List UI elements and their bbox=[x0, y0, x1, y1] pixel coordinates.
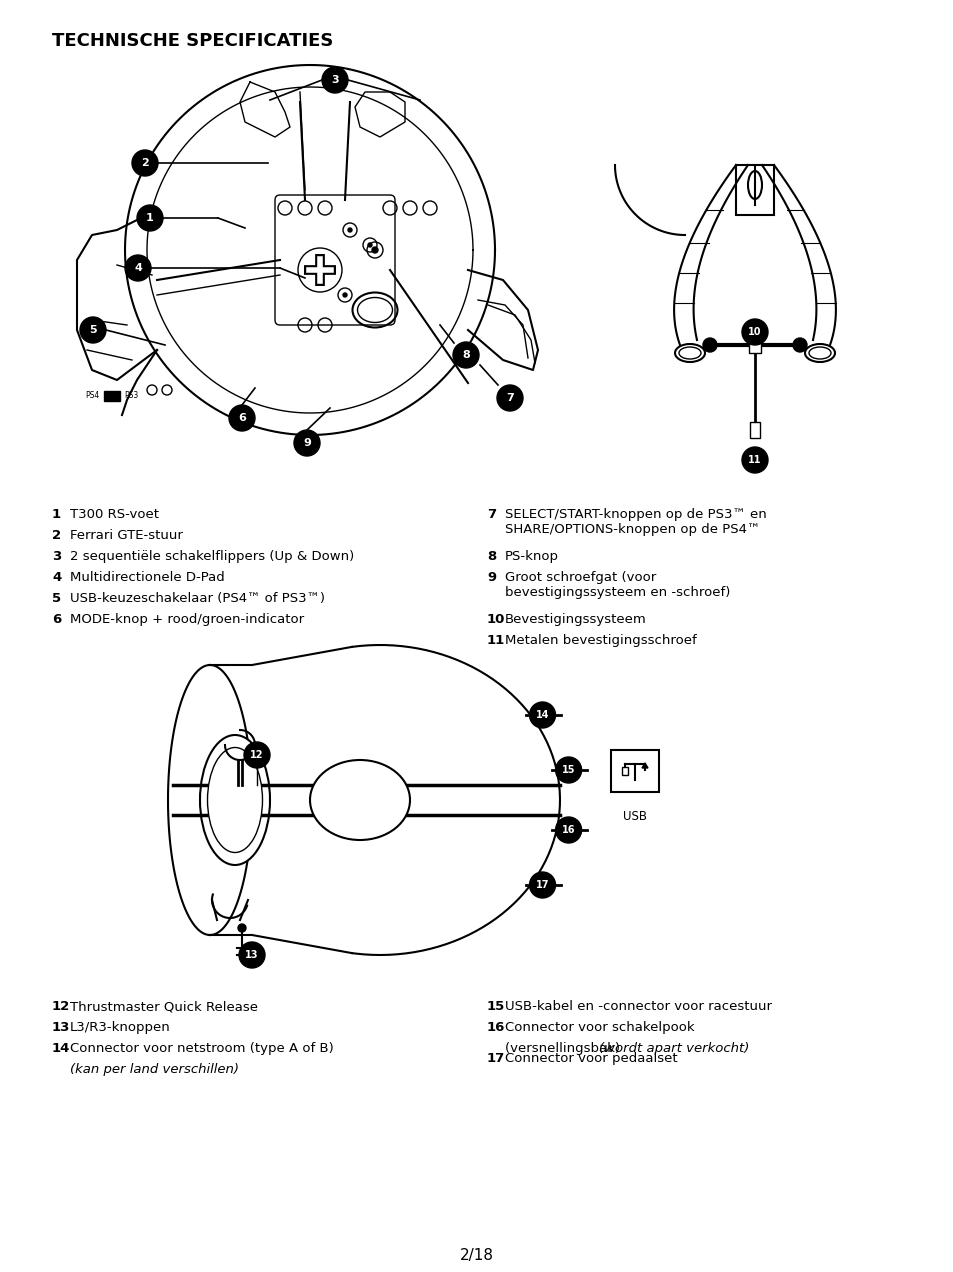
Text: 10: 10 bbox=[486, 613, 505, 626]
Text: PS4: PS4 bbox=[86, 392, 100, 401]
Text: 6: 6 bbox=[52, 613, 61, 626]
Polygon shape bbox=[641, 763, 647, 768]
Text: PS-knop: PS-knop bbox=[504, 550, 558, 563]
Text: 3: 3 bbox=[331, 75, 338, 85]
Circle shape bbox=[792, 338, 806, 352]
Text: 11: 11 bbox=[486, 633, 505, 647]
Text: Metalen bevestigingsschroef: Metalen bevestigingsschroef bbox=[504, 633, 696, 647]
Text: 2: 2 bbox=[141, 158, 149, 168]
Text: 17: 17 bbox=[536, 880, 549, 890]
Text: 15: 15 bbox=[561, 764, 575, 775]
Text: Multidirectionele D-Pad: Multidirectionele D-Pad bbox=[70, 571, 225, 584]
Circle shape bbox=[244, 742, 270, 768]
Text: PS3: PS3 bbox=[124, 392, 138, 401]
Text: 13: 13 bbox=[245, 950, 258, 960]
Circle shape bbox=[529, 702, 555, 728]
Circle shape bbox=[453, 342, 478, 368]
Text: 5: 5 bbox=[89, 326, 96, 335]
Text: 2 sequentiële schakelflippers (Up & Down): 2 sequentiële schakelflippers (Up & Down… bbox=[70, 550, 354, 563]
Text: Thrustmaster Quick Release: Thrustmaster Quick Release bbox=[70, 1000, 257, 1013]
Text: 16: 16 bbox=[486, 1021, 505, 1034]
Text: Connector voor netstroom (type A of B): Connector voor netstroom (type A of B) bbox=[70, 1042, 334, 1054]
Text: 16: 16 bbox=[561, 826, 575, 834]
Circle shape bbox=[368, 243, 372, 247]
Circle shape bbox=[741, 319, 767, 345]
Circle shape bbox=[741, 446, 767, 473]
Circle shape bbox=[348, 228, 352, 232]
Ellipse shape bbox=[208, 748, 262, 852]
Text: Connector voor schakelpook: Connector voor schakelpook bbox=[504, 1021, 694, 1034]
Ellipse shape bbox=[200, 735, 270, 865]
Text: 14: 14 bbox=[536, 710, 549, 720]
Text: 4: 4 bbox=[134, 263, 142, 273]
Text: T300 RS-voet: T300 RS-voet bbox=[70, 508, 159, 522]
Text: 17: 17 bbox=[486, 1052, 505, 1065]
Text: 9: 9 bbox=[303, 438, 311, 448]
Circle shape bbox=[497, 385, 522, 411]
Text: Connector voor pedaalset: Connector voor pedaalset bbox=[504, 1052, 677, 1065]
Ellipse shape bbox=[675, 343, 704, 363]
Bar bbox=[104, 391, 120, 401]
Text: TECHNISCHE SPECIFICATIES: TECHNISCHE SPECIFICATIES bbox=[52, 32, 333, 50]
Circle shape bbox=[237, 923, 246, 932]
Text: 4: 4 bbox=[52, 571, 61, 584]
Text: 8: 8 bbox=[486, 550, 496, 563]
Text: 2: 2 bbox=[52, 529, 61, 542]
Circle shape bbox=[555, 817, 581, 843]
Text: 7: 7 bbox=[486, 508, 496, 522]
Text: 6: 6 bbox=[238, 413, 246, 424]
Circle shape bbox=[372, 247, 377, 253]
Text: 2/18: 2/18 bbox=[459, 1248, 494, 1263]
Text: 7: 7 bbox=[506, 393, 514, 403]
Circle shape bbox=[80, 317, 106, 343]
FancyBboxPatch shape bbox=[610, 750, 659, 792]
Text: 1: 1 bbox=[146, 212, 153, 223]
Text: SELECT/START-knoppen op de PS3™ en
SHARE/OPTIONS-knoppen op de PS4™: SELECT/START-knoppen op de PS3™ en SHARE… bbox=[504, 508, 766, 536]
Bar bbox=[621, 767, 627, 775]
Text: (versnellingsbak): (versnellingsbak) bbox=[504, 1042, 623, 1054]
Circle shape bbox=[125, 254, 151, 281]
Circle shape bbox=[229, 404, 254, 431]
Ellipse shape bbox=[804, 343, 834, 363]
Circle shape bbox=[132, 150, 158, 176]
Circle shape bbox=[702, 338, 717, 352]
Ellipse shape bbox=[310, 759, 410, 840]
Circle shape bbox=[239, 943, 265, 968]
Text: 13: 13 bbox=[52, 1021, 71, 1034]
Text: 5: 5 bbox=[52, 591, 61, 605]
Text: MODE-knop + rood/groen-indicator: MODE-knop + rood/groen-indicator bbox=[70, 613, 304, 626]
Text: 1: 1 bbox=[52, 508, 61, 522]
Text: 12: 12 bbox=[250, 750, 263, 759]
Bar bbox=[748, 337, 760, 354]
Text: 12: 12 bbox=[52, 1000, 71, 1013]
Text: 8: 8 bbox=[461, 350, 470, 360]
Text: 3: 3 bbox=[52, 550, 61, 563]
Text: L3/R3-knoppen: L3/R3-knoppen bbox=[70, 1021, 171, 1034]
Text: USB: USB bbox=[622, 810, 646, 823]
Circle shape bbox=[294, 430, 319, 455]
Text: 14: 14 bbox=[52, 1042, 71, 1054]
Text: USB-kabel en -connector voor racestuur: USB-kabel en -connector voor racestuur bbox=[504, 1000, 771, 1013]
Text: 9: 9 bbox=[486, 571, 496, 584]
Text: 10: 10 bbox=[747, 327, 760, 337]
Circle shape bbox=[529, 873, 555, 898]
Bar bbox=[749, 422, 760, 438]
Text: Bevestigingssysteem: Bevestigingssysteem bbox=[504, 613, 646, 626]
Text: (kan per land verschillen): (kan per land verschillen) bbox=[70, 1063, 239, 1076]
Circle shape bbox=[555, 757, 581, 784]
Circle shape bbox=[343, 293, 347, 296]
Text: 15: 15 bbox=[486, 1000, 505, 1013]
Text: 11: 11 bbox=[747, 455, 760, 466]
Circle shape bbox=[322, 67, 348, 93]
Text: USB-keuzeschakelaar (PS4™ of PS3™): USB-keuzeschakelaar (PS4™ of PS3™) bbox=[70, 591, 325, 605]
Bar bbox=[735, 165, 773, 215]
Text: (wordt apart verkocht): (wordt apart verkocht) bbox=[598, 1042, 748, 1054]
Text: Ferrari GTE-stuur: Ferrari GTE-stuur bbox=[70, 529, 183, 542]
Circle shape bbox=[137, 205, 163, 232]
Text: Groot schroefgat (voor
bevestigingssysteem en -schroef): Groot schroefgat (voor bevestigingssyste… bbox=[504, 571, 730, 599]
